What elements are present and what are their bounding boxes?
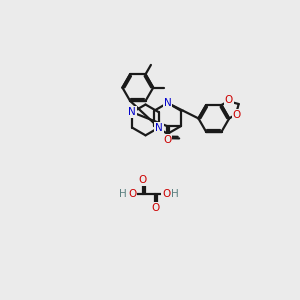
Text: O: O [163,135,171,145]
Text: O: O [128,189,136,199]
Text: H: H [119,189,127,199]
Text: O: O [162,189,170,199]
Text: H: H [171,189,179,199]
Text: N: N [128,107,136,117]
Text: O: O [139,175,147,185]
Text: O: O [232,110,241,120]
Text: O: O [225,95,233,105]
Text: O: O [151,203,159,213]
Text: N: N [155,123,163,133]
Text: N: N [164,98,172,108]
